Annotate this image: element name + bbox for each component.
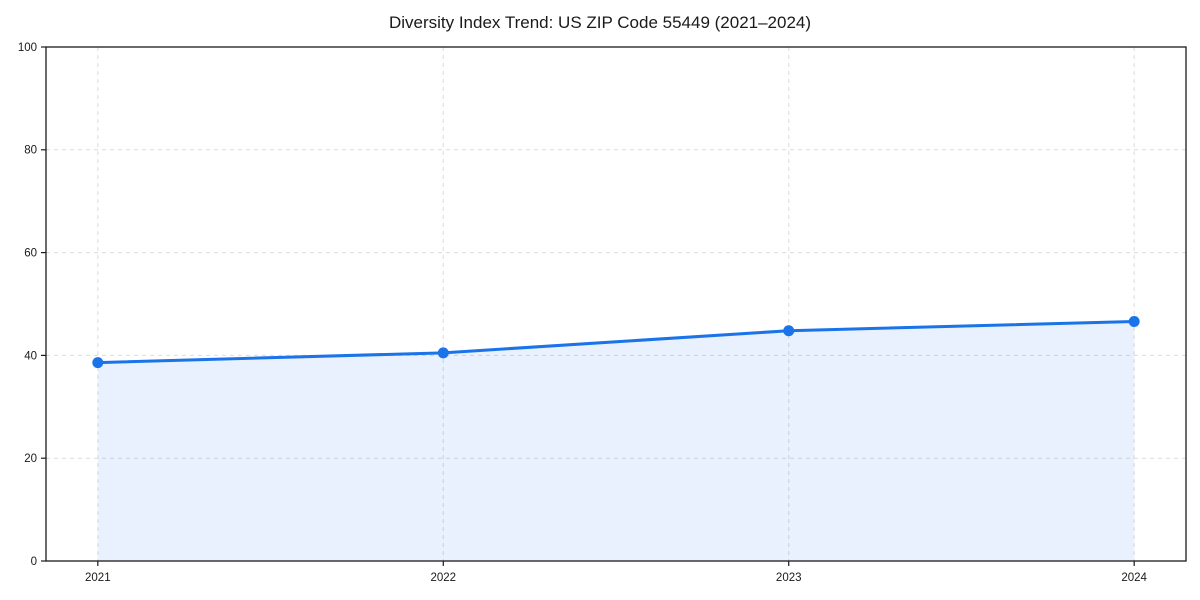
x-tick-label: 2021 — [85, 572, 111, 584]
area-fill — [97, 321, 1135, 561]
y-tick-label: 100 — [18, 42, 37, 54]
data-point — [1128, 315, 1140, 327]
chart-title: Diversity Index Trend: US ZIP Code 55449… — [388, 13, 812, 32]
x-tick-label: 2022 — [430, 572, 456, 584]
data-point — [783, 325, 795, 337]
y-tick-label: 20 — [24, 453, 37, 465]
axis-spines — [45, 46, 1187, 562]
trend-line — [96, 319, 1136, 365]
data-point — [437, 347, 449, 359]
x-tick-label: 2023 — [776, 572, 802, 584]
y-tick-label: 80 — [24, 145, 37, 157]
data-point — [92, 357, 104, 369]
y-tick-label: 60 — [24, 248, 37, 260]
x-tick-label: 2024 — [1121, 572, 1147, 584]
y-tick-label: 0 — [31, 556, 37, 568]
y-tick-label: 40 — [24, 350, 37, 362]
